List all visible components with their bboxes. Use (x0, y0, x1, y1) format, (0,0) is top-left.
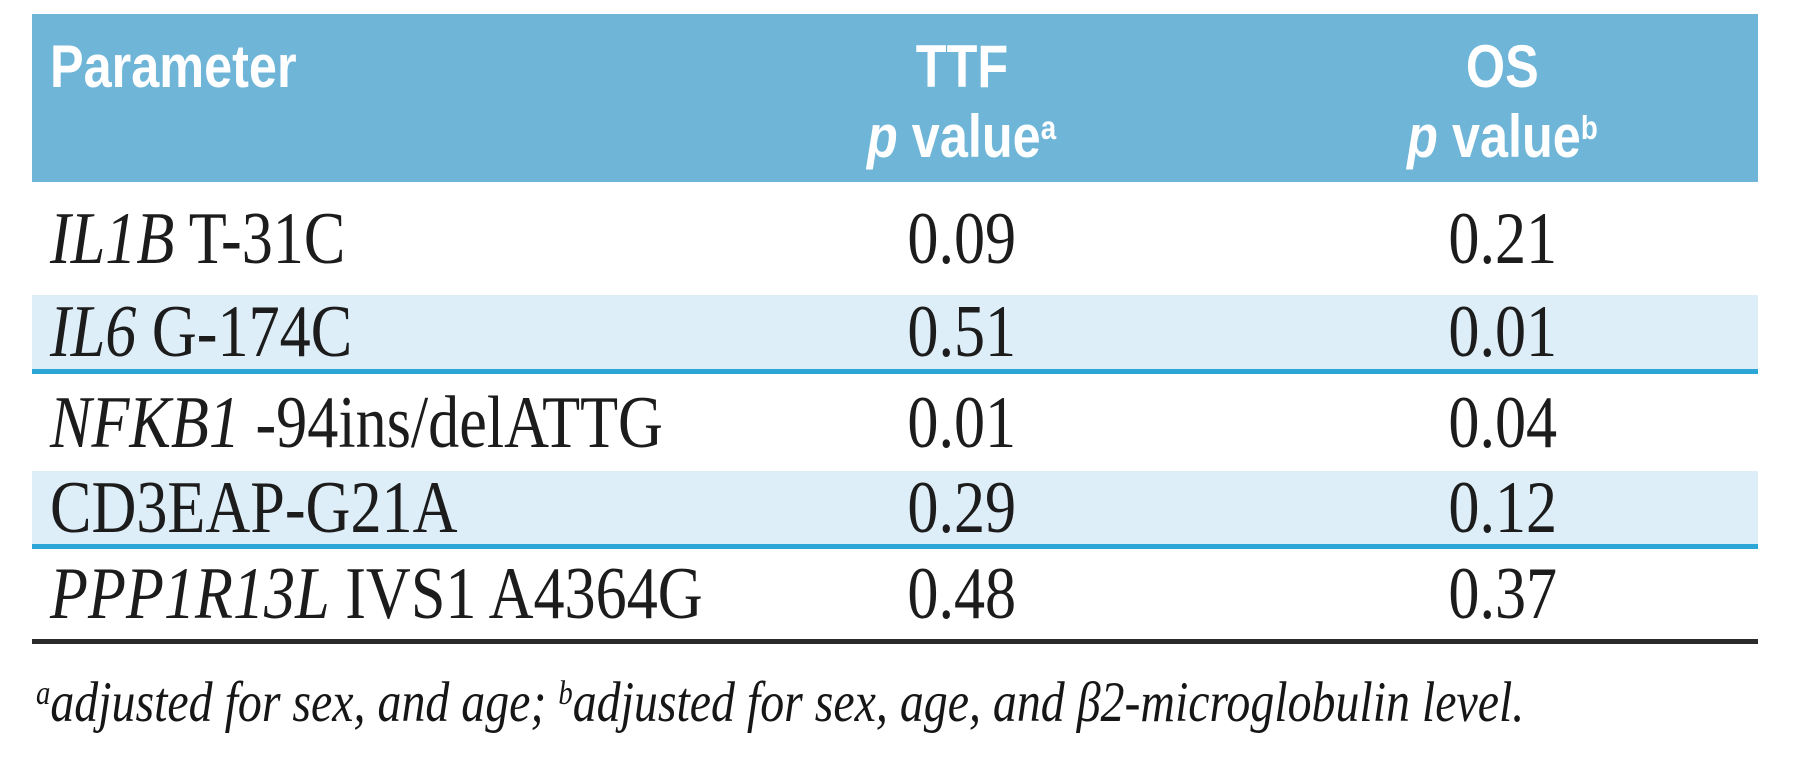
ttf-value: 0.51 (907, 291, 1017, 373)
table-row: IL1B T-31C 0.09 0.21 (32, 182, 1758, 295)
gene-name: NFKB1 (50, 381, 240, 464)
header-cell-ttf: TTF p valuea (677, 14, 1247, 182)
variant-text: G-174C (136, 291, 353, 373)
ttf-value-cell: 0.29 (677, 471, 1247, 545)
p-symbol: p (1407, 103, 1438, 170)
footnote-marker-b: b (558, 674, 573, 712)
header-os-pvalue-label: p valueb (1407, 102, 1598, 172)
header-cell-os: OS p valueb (1247, 14, 1758, 182)
os-value: 0.21 (1448, 197, 1557, 280)
ttf-value-cell: 0.09 (677, 202, 1247, 276)
os-value-cell: 0.21 (1247, 202, 1758, 276)
header-cell-parameter: Parameter (32, 14, 677, 182)
ttf-value-cell: 0.51 (677, 295, 1247, 369)
os-value-cell: 0.12 (1247, 471, 1758, 545)
param-cell: PPP1R13L IVS1 A4364G (32, 557, 703, 631)
os-value-cell: 0.37 (1247, 557, 1758, 631)
header-os-label: OS (1466, 33, 1539, 100)
ttf-value-cell: 0.01 (677, 386, 1247, 460)
table-footnote: aadjusted for sex, and age; badjusted fo… (36, 660, 1800, 746)
p-symbol: p (867, 103, 899, 170)
variant-text: -94ins/delATTG (239, 381, 663, 464)
header-ttf-label: TTF (915, 33, 1009, 100)
param-text: IL1B T-31C (50, 202, 345, 276)
ttf-value-cell: 0.48 (677, 557, 1247, 631)
footnote-marker-b: b (1580, 108, 1598, 146)
param-cell: IL1B T-31C (32, 202, 677, 276)
table-row: NFKB1 -94ins/delATTG 0.01 0.04 (32, 374, 1758, 471)
param-cell: CD3EAP-G21A (32, 471, 677, 545)
os-value-cell: 0.04 (1247, 386, 1758, 460)
row-divider-rule (32, 544, 1758, 549)
gene-name: IL1B (50, 197, 175, 280)
footnote-part-b: adjusted for sex, age, and β2-microglobu… (572, 671, 1525, 734)
os-value: 0.37 (1448, 553, 1557, 635)
value-word: value (1437, 103, 1581, 170)
results-table: Parameter TTF p valuea OS p valueb IL1B … (32, 14, 1758, 644)
row-divider-rule (32, 369, 1758, 374)
footnote-part-a: adjusted for sex, and age; (50, 671, 559, 734)
variant-text: T-31C (174, 197, 346, 280)
param-text: PPP1R13L IVS1 A4364G (50, 557, 703, 631)
table-header-row: Parameter TTF p valuea OS p valueb (32, 14, 1758, 182)
os-value: 0.04 (1448, 381, 1557, 464)
gene-name: IL6 (50, 291, 137, 373)
ttf-value: 0.48 (907, 553, 1017, 635)
value-word: value (898, 103, 1042, 170)
ttf-value: 0.01 (907, 381, 1017, 464)
variant-text: IVS1 A4364G (329, 553, 703, 635)
header-parameter-label: Parameter (50, 33, 297, 100)
param-cell: NFKB1 -94ins/delATTG (32, 386, 677, 460)
param-cell: IL6 G-174C (32, 295, 677, 369)
footnote-marker-a: a (36, 674, 51, 712)
os-value: 0.01 (1448, 291, 1557, 373)
footnote-text: aadjusted for sex, and age; badjusted fo… (36, 660, 1524, 746)
footnote-marker-a: a (1041, 108, 1057, 146)
param-text: CD3EAP-G21A (50, 471, 458, 545)
os-value-cell: 0.01 (1247, 295, 1758, 369)
table-bottom-rule (32, 639, 1758, 644)
table-row: CD3EAP-G21A 0.29 0.12 (32, 471, 1758, 545)
os-value: 0.12 (1448, 466, 1557, 549)
variant-text: CD3EAP-G21A (50, 466, 458, 549)
gene-name: PPP1R13L (50, 553, 330, 635)
param-text: IL6 G-174C (50, 295, 352, 369)
header-ttf-pvalue-label: p valuea (867, 102, 1056, 172)
table-row: PPP1R13L IVS1 A4364G 0.48 0.37 (32, 549, 1758, 639)
table-row: IL6 G-174C 0.51 0.01 (32, 295, 1758, 369)
ttf-value: 0.09 (907, 197, 1017, 280)
param-text: NFKB1 -94ins/delATTG (50, 386, 663, 460)
ttf-value: 0.29 (907, 466, 1017, 549)
